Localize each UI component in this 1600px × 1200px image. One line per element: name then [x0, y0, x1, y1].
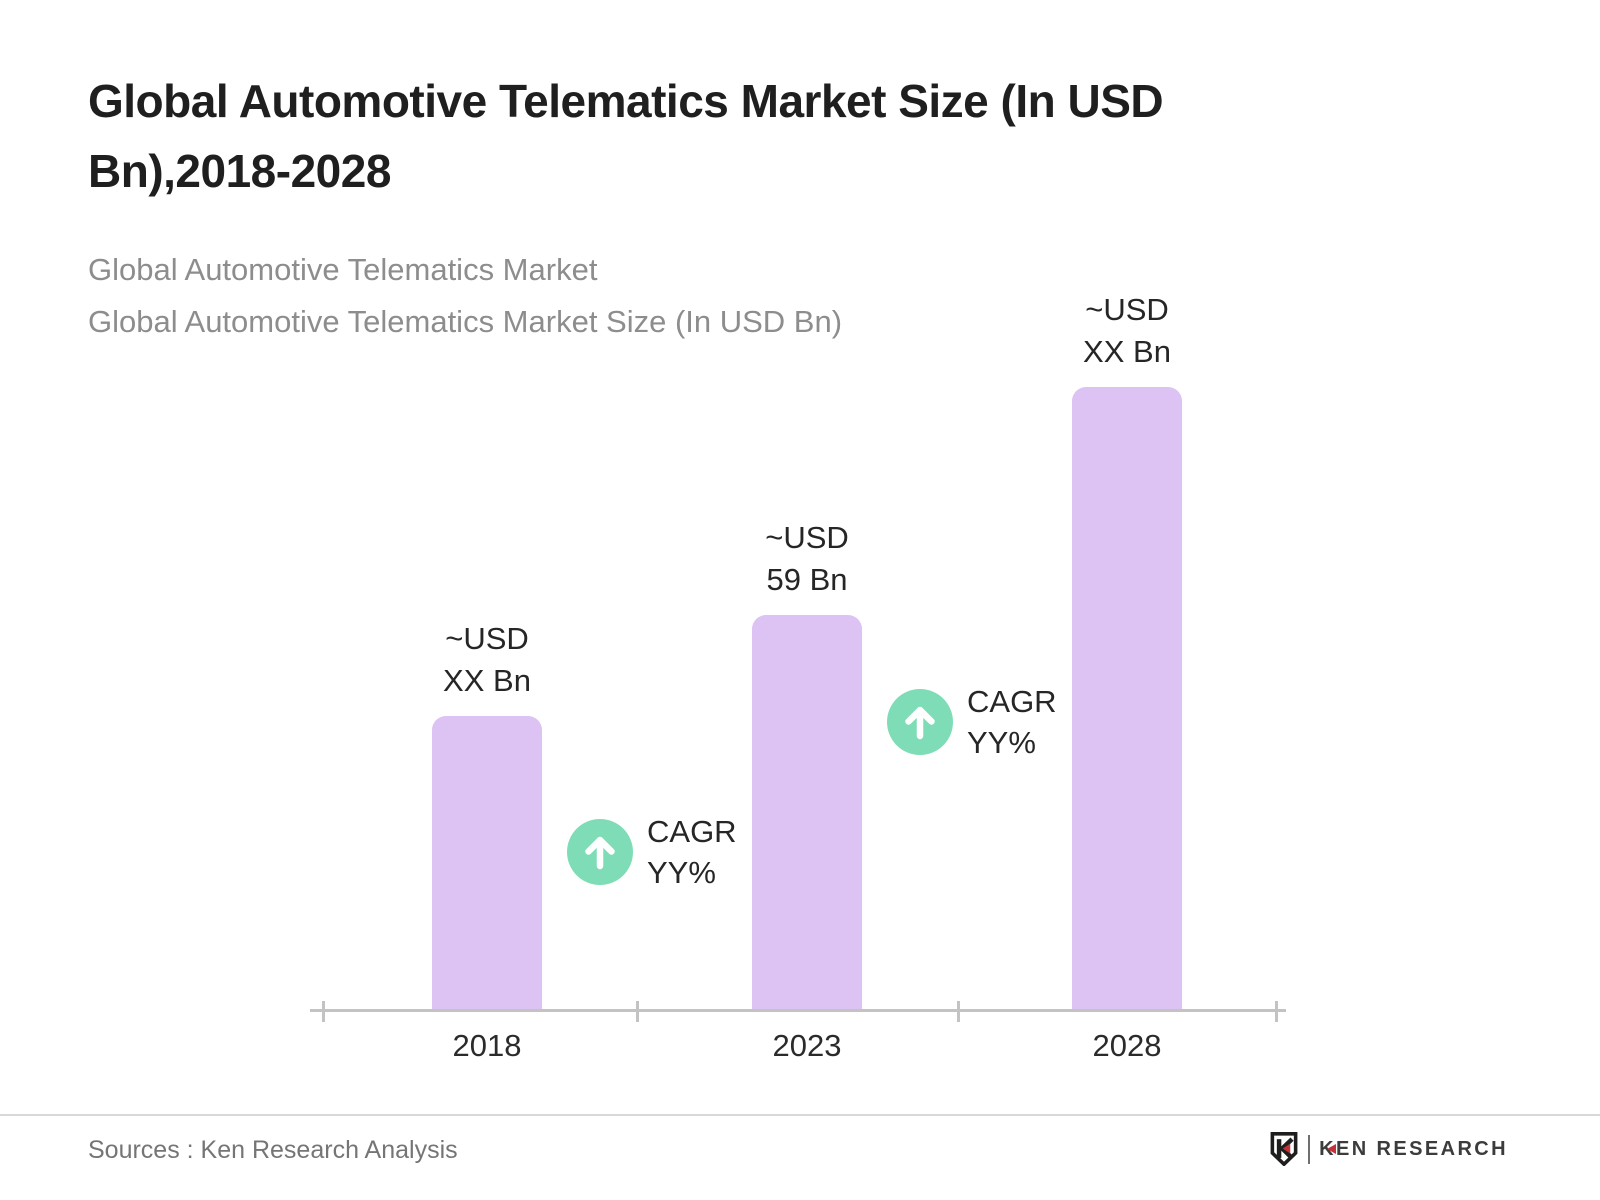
cagr-badge-2018-2023: CAGR YY%	[567, 810, 737, 894]
page-title: Global Automotive Telematics Market Size…	[88, 75, 1164, 197]
cagr-label: CAGR YY%	[647, 811, 737, 893]
bar-value-label-line: ~USD	[765, 520, 849, 555]
x-tick-label-2018: 2018	[452, 1028, 522, 1063]
bar-2023	[752, 615, 862, 1011]
ken-research-logo: KEN RESEARCH	[1269, 1132, 1508, 1166]
cagr-label-line1: CAGR	[647, 814, 737, 849]
chart-subtitle-line2: Global Automotive Telematics Market Size…	[88, 304, 843, 339]
bar-value-label-line: XX Bn	[1083, 334, 1171, 369]
cagr-label-line2: YY%	[967, 725, 1036, 760]
x-axis-line	[310, 1009, 1286, 1012]
bar-2028	[1072, 387, 1182, 1011]
bar-2018	[432, 716, 542, 1011]
bar-value-label-2023: ~USD 59 Bn	[687, 517, 927, 601]
chart-subtitle: Global Automotive Telematics Market Glob…	[88, 244, 1188, 348]
logo-wordmark: KEN RESEARCH	[1319, 1132, 1508, 1166]
bar-value-label-line: ~USD	[445, 621, 529, 656]
logo-red-wedge-icon	[1327, 1144, 1337, 1154]
cagr-label-line2: YY%	[647, 855, 716, 890]
bar-value-label-line: ~USD	[1085, 292, 1169, 327]
arrow-up-circle-icon	[567, 819, 633, 885]
bar-value-label-line: XX Bn	[443, 663, 531, 698]
logo-divider	[1308, 1134, 1311, 1164]
logo-text: KEN RESEARCH	[1319, 1138, 1508, 1160]
cagr-badge-2023-2028: CAGR YY%	[887, 680, 1057, 764]
source-text: Sources : Ken Research Analysis	[88, 1136, 458, 1164]
arrow-up-circle-icon	[887, 689, 953, 755]
chart-subtitle-line1: Global Automotive Telematics Market	[88, 252, 598, 287]
x-tick-label-2023: 2023	[772, 1028, 842, 1063]
bar-value-label-2018: ~USD XX Bn	[367, 618, 607, 702]
cagr-label: CAGR YY%	[967, 681, 1057, 763]
cagr-label-line1: CAGR	[967, 684, 1057, 719]
ken-research-shield-icon	[1270, 1132, 1298, 1166]
footer-divider	[0, 1114, 1600, 1116]
bar-value-label-line: 59 Bn	[766, 562, 848, 597]
x-tick-label-2028: 2028	[1092, 1028, 1162, 1063]
bar-value-label-2028: ~USD XX Bn	[1007, 289, 1247, 373]
